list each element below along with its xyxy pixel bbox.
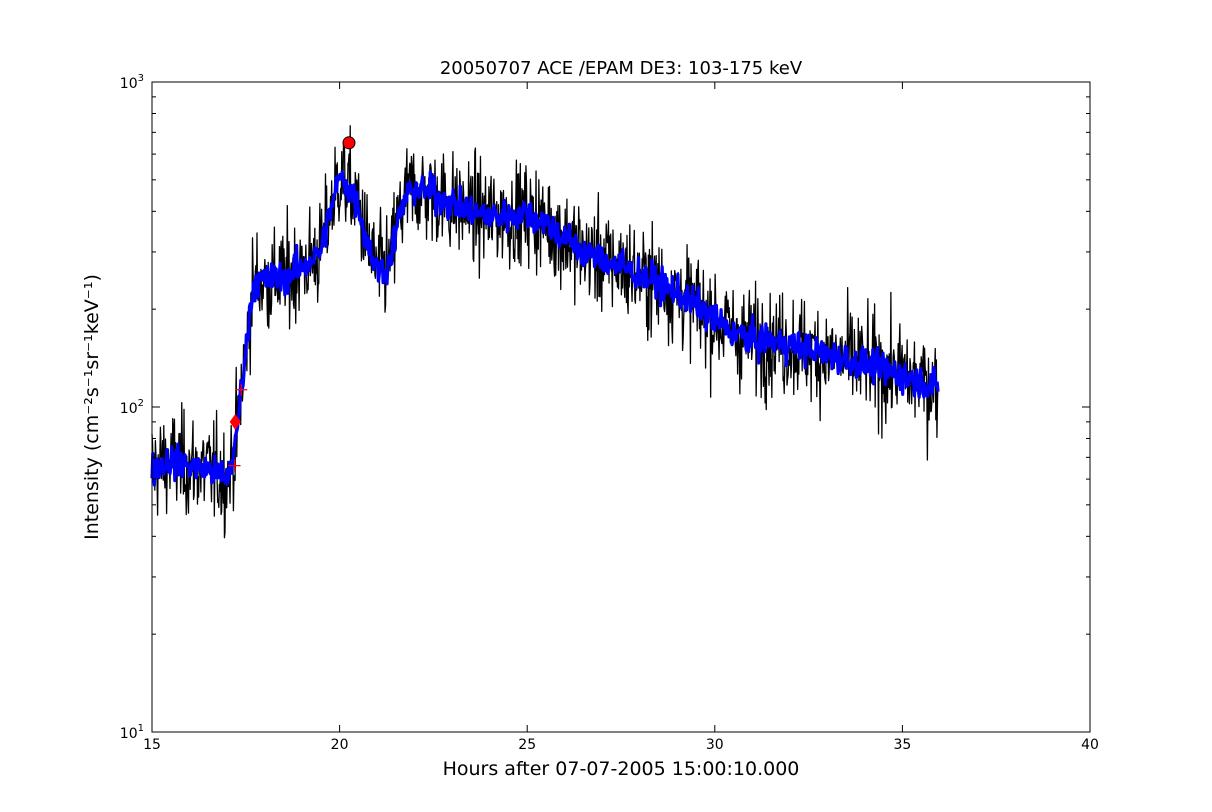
marker-diamond-2 [229,414,241,430]
series-line-2 [150,170,940,487]
x-tick-label: 30 [706,737,724,753]
x-tick-label: 15 [143,737,161,753]
y-tick-label: 101 [120,723,144,742]
y-tick-label: 102 [120,398,144,417]
marker-circle-1 [342,136,356,150]
x-tick-label: 20 [331,737,349,753]
marker-plus-3 [235,383,248,396]
y-tick-label: 103 [120,73,144,92]
plot-area: 15 20 25 30 35 40 101 102 103 [120,73,1099,753]
x-tick-label: 25 [518,737,536,753]
x-tick-label: 40 [1081,737,1099,753]
plot-frame [151,81,1091,733]
chart-title: 20050707 ACE /EPAM DE3: 103-175 keV [440,58,803,79]
marker-plus-4 [228,459,241,472]
x-axis-label: Hours after 07-07-2005 15:00:10.000 [443,758,800,780]
series-line-1 [151,125,939,539]
y-axis-label: Intensity (cm⁻²s⁻¹sr⁻¹keV⁻¹) [81,274,103,540]
x-tick-label: 35 [893,737,911,753]
